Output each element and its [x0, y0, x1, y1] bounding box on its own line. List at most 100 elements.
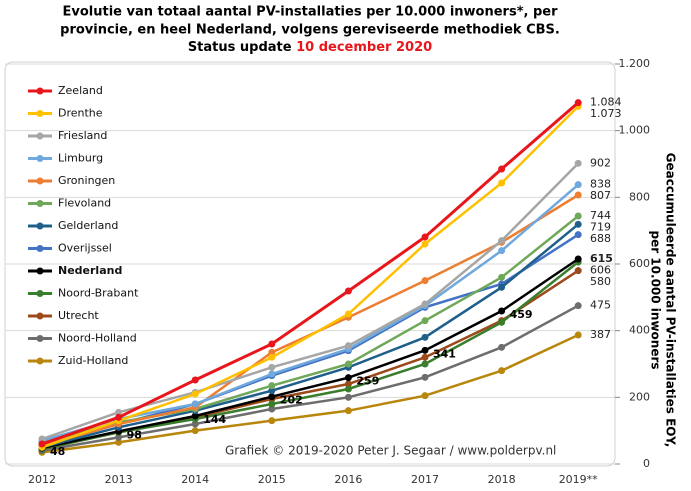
series-line [41, 261, 579, 451]
value-label: 807 [590, 189, 611, 202]
legend-label: Utrecht [58, 309, 99, 322]
point [421, 333, 429, 341]
series-line [41, 101, 580, 446]
x-tick-label: 2013 [105, 473, 133, 486]
point [191, 412, 199, 420]
legend-label: Zuid-Holland [58, 354, 128, 367]
legend-label: Limburg [58, 152, 103, 165]
legend-marker [36, 222, 44, 230]
y-tick-label: 800 [629, 190, 650, 203]
legend-marker [36, 87, 44, 95]
legend-marker [36, 132, 44, 140]
point [191, 400, 199, 408]
point [344, 342, 352, 350]
point [38, 435, 46, 443]
legend-marker [36, 177, 44, 185]
point [191, 390, 199, 398]
point [115, 433, 123, 441]
value-label: 341 [433, 347, 456, 360]
point [498, 367, 506, 375]
point [574, 99, 582, 107]
point [268, 363, 276, 371]
value-label: 744 [590, 209, 611, 222]
legend-label: Drenthe [58, 107, 103, 120]
value-label: 838 [590, 178, 611, 191]
point [498, 318, 506, 326]
point [268, 393, 276, 401]
y-axis-label: per 10.000 inwoners [649, 230, 663, 369]
point [268, 387, 276, 395]
point [268, 348, 276, 356]
point [574, 220, 582, 228]
point [498, 343, 506, 351]
legend-label: Gelderland [58, 219, 118, 232]
point [574, 212, 582, 220]
legend-marker [36, 200, 44, 207]
value-label: 259 [356, 375, 379, 388]
point [344, 360, 352, 368]
legend-marker [36, 110, 44, 117]
status-label: Status update [188, 40, 292, 55]
point [191, 420, 199, 428]
point [191, 427, 199, 435]
point [344, 380, 352, 388]
legend-label: Overijssel [58, 242, 112, 255]
point [421, 277, 429, 285]
point [344, 393, 352, 401]
y-tick-label: 200 [629, 390, 650, 403]
value-label: 1.073 [590, 107, 622, 120]
legend-label: Noord-Holland [58, 332, 137, 345]
chart-title: provincie, en heel Nederland, volgens ge… [60, 23, 560, 38]
legend-label: Zeeland [58, 84, 103, 97]
legend-marker [36, 335, 44, 342]
point [38, 440, 46, 448]
y-tick-label: 0 [643, 457, 650, 470]
point [344, 374, 352, 382]
point [574, 302, 582, 310]
point [268, 417, 276, 425]
value-label: 459 [510, 308, 533, 321]
point [344, 287, 352, 295]
point [421, 300, 429, 308]
y-tick-label: 1.000 [619, 124, 651, 137]
point [574, 159, 582, 167]
point [115, 413, 123, 421]
point [268, 382, 276, 390]
point [498, 165, 506, 173]
point [421, 373, 429, 381]
point [498, 247, 506, 255]
point [268, 353, 276, 361]
point [574, 255, 582, 263]
value-label: 902 [590, 156, 611, 169]
series-line [41, 333, 579, 454]
point [421, 233, 429, 241]
series-line [41, 162, 580, 441]
legend-marker [36, 267, 44, 275]
point [574, 267, 582, 275]
point [498, 237, 506, 245]
point [574, 331, 582, 339]
value-label: 580 [590, 275, 611, 288]
point [421, 346, 429, 354]
x-tick-label: 2019** [559, 473, 598, 486]
legend-label: Noord-Brabant [58, 287, 139, 300]
value-label: 48 [50, 445, 65, 458]
point [115, 408, 123, 416]
legend-marker [36, 155, 44, 162]
value-label: 719 [590, 221, 611, 234]
point [498, 307, 506, 315]
x-tick-label: 2017 [411, 473, 439, 486]
point [268, 370, 276, 378]
legend-marker [36, 245, 44, 252]
point [574, 181, 582, 189]
point [344, 385, 352, 393]
point [574, 191, 582, 199]
point [498, 179, 506, 187]
legend-label: Flevoland [58, 197, 111, 210]
x-tick-label: 2015 [258, 473, 286, 486]
legend-label: Nederland [58, 264, 122, 277]
x-tick-label: 2018 [488, 473, 516, 486]
value-label: 98 [127, 428, 142, 441]
x-tick-label: 2014 [181, 473, 209, 486]
